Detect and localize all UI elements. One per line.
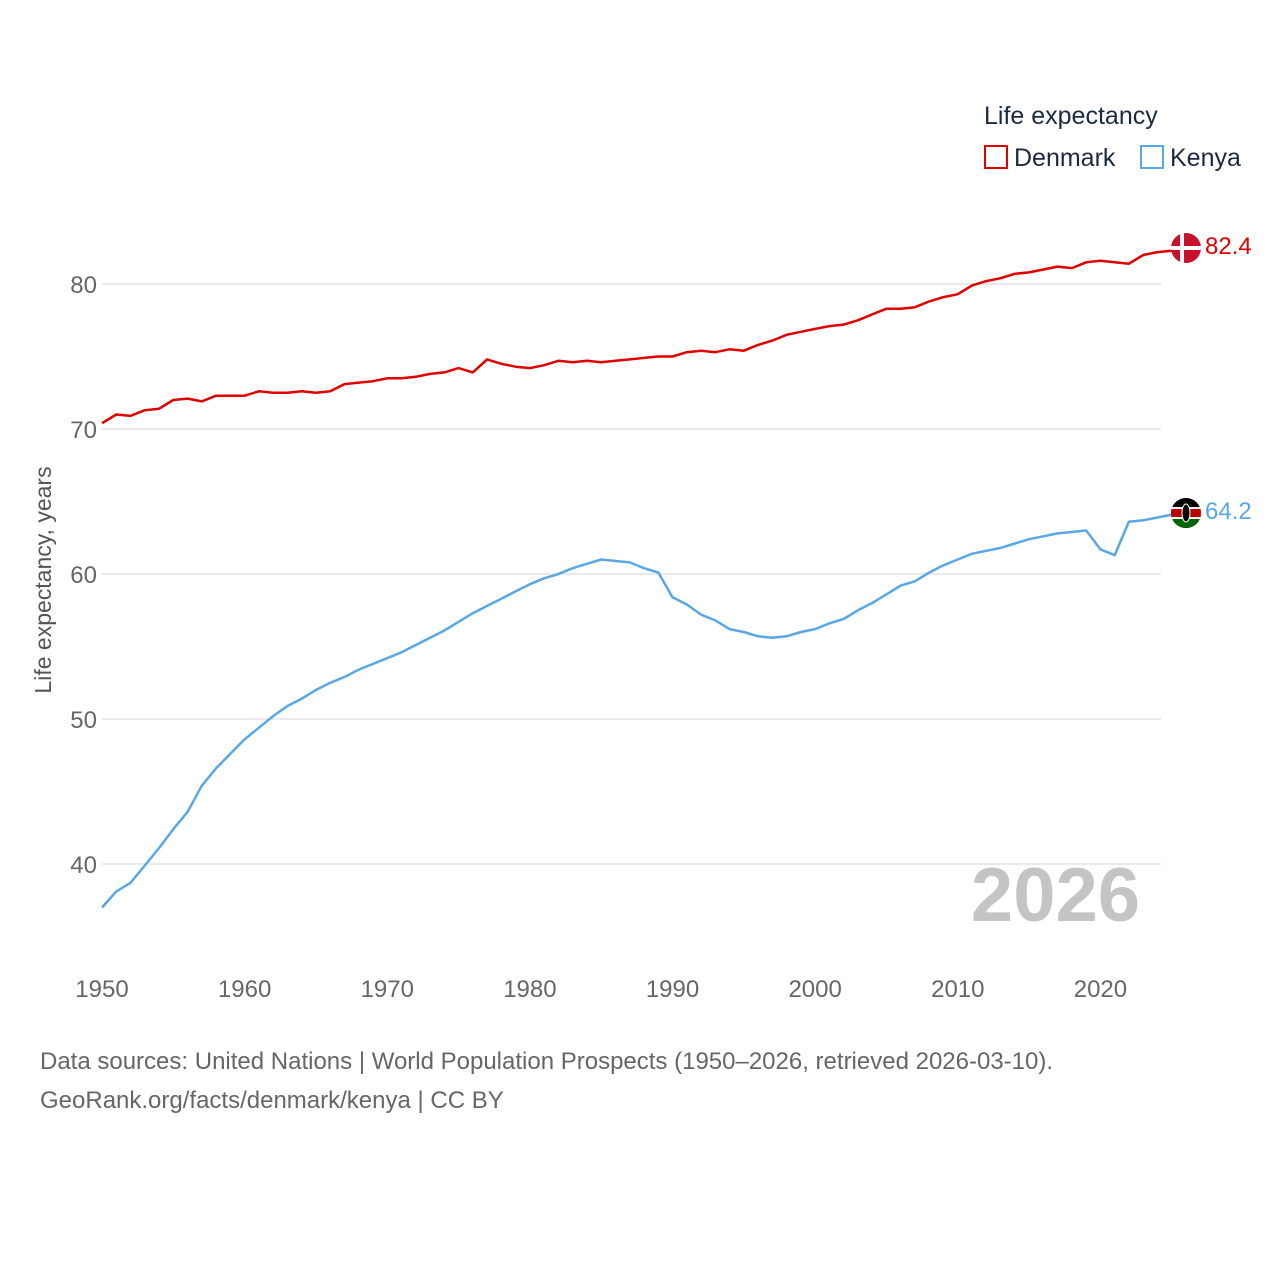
- y-tick-60: 60: [70, 562, 97, 589]
- x-tick-1950: 1950: [75, 976, 128, 1003]
- x-tick-labels: 1950 1960 1970 1980 1990 2000 2010 2020: [75, 976, 1127, 1003]
- end-label-kenya: 64.2: [1205, 498, 1252, 525]
- x-tick-1970: 1970: [361, 976, 414, 1003]
- x-tick-2000: 2000: [788, 976, 841, 1003]
- x-tick-1960: 1960: [218, 976, 271, 1003]
- y-axis-label: Life expectancy, years: [30, 466, 56, 693]
- y-tick-70: 70: [70, 417, 97, 444]
- x-tick-1990: 1990: [646, 976, 699, 1003]
- legend-swatch-denmark: [984, 145, 1008, 169]
- denmark-flag-icon: [1171, 233, 1201, 263]
- x-tick-2020: 2020: [1074, 976, 1127, 1003]
- y-tick-labels: 40 50 60 70 80: [70, 272, 97, 879]
- y-tick-50: 50: [70, 707, 97, 734]
- legend-swatch-kenya: [1140, 145, 1164, 169]
- series-end-markers: [1186, 247, 1196, 515]
- current-year-label: 2026: [971, 853, 1140, 938]
- y-tick-80: 80: [70, 272, 97, 299]
- y-tick-40: 40: [70, 852, 97, 879]
- legend-label-denmark: Denmark: [1014, 144, 1116, 172]
- attribution-note: GeoRank.org/facts/denmark/kenya | CC BY: [40, 1087, 504, 1114]
- end-label-denmark: 82.4: [1205, 233, 1252, 260]
- x-tick-1980: 1980: [503, 976, 556, 1003]
- kenya-flag-icon: [1171, 498, 1201, 528]
- chart: 40 50 60 70 80 1950 1960 1970 1980 1990 2000 2010 2…: [30, 102, 1252, 1003]
- gridlines: [102, 283, 1161, 865]
- x-tick-2010: 2010: [931, 976, 984, 1003]
- legend-label-kenya: Kenya: [1170, 144, 1241, 172]
- footer: Data sources: United Nations | World Pop…: [40, 1042, 1053, 1120]
- series-lines: [101, 247, 1187, 909]
- series-line-denmark: [101, 247, 1187, 425]
- legend-title: Life expectancy: [984, 102, 1158, 130]
- legend: Life expectancy Denmark Kenya: [984, 102, 1241, 172]
- series-line-kenya: [101, 511, 1187, 909]
- data-source-note: Data sources: United Nations | World Pop…: [40, 1048, 1054, 1075]
